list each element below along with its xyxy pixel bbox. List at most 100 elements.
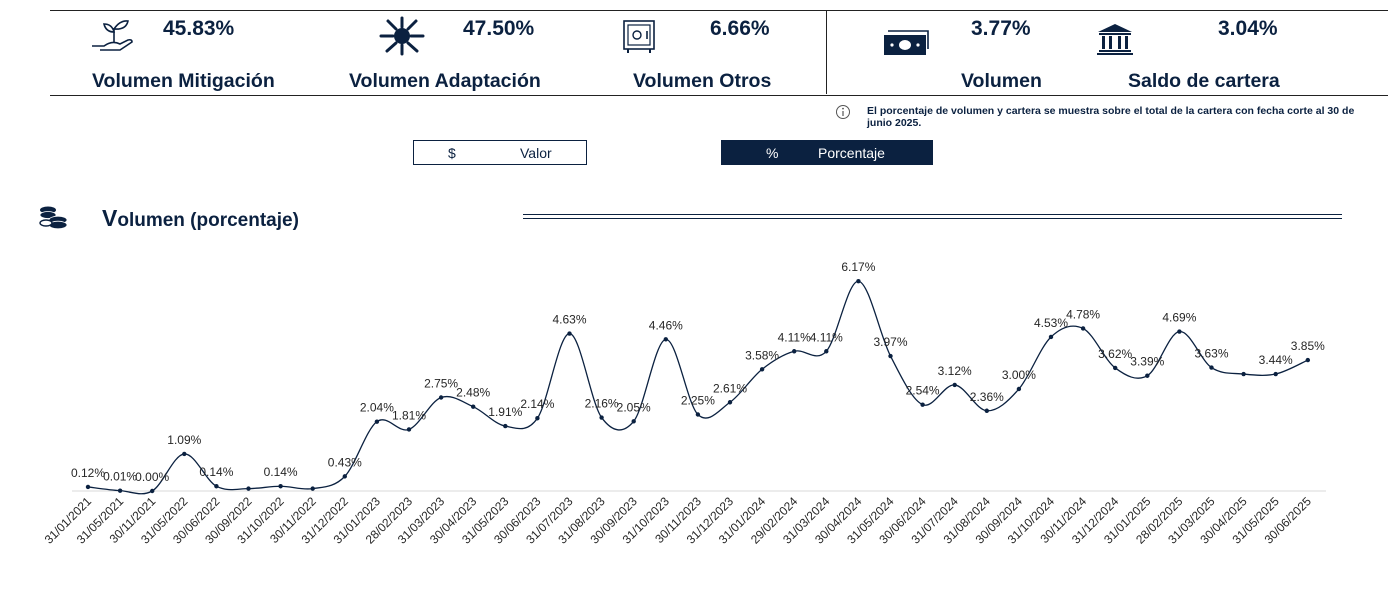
data-point [695, 412, 701, 417]
kpi-divider [826, 10, 827, 94]
data-label: 3.39% [1130, 355, 1164, 369]
data-label: 4.11% [810, 330, 843, 344]
data-point [150, 488, 155, 494]
data-point [888, 353, 893, 359]
data-label: 2.36% [970, 390, 1004, 404]
section-rule [523, 214, 1342, 219]
data-point [1048, 334, 1054, 340]
data-point [1113, 365, 1118, 371]
data-point [1209, 365, 1214, 370]
data-label: 2.54% [906, 384, 940, 398]
data-label: 0.12% [71, 466, 105, 480]
data-point [1016, 386, 1022, 392]
plant-hand-icon [92, 20, 133, 51]
data-label: 3.12% [938, 364, 972, 378]
data-label: 0.14% [199, 465, 233, 479]
data-point [117, 488, 123, 493]
data-label: 1.91% [488, 405, 522, 419]
safe-icon [623, 20, 655, 53]
data-label: 4.69% [1162, 311, 1196, 325]
data-label: 6.17% [841, 260, 875, 274]
data-point [85, 484, 91, 490]
valor-toggle-button[interactable]: $ Valor [413, 140, 587, 165]
porcentaje-toggle-button[interactable]: % Porcentaje [721, 140, 933, 165]
data-label: 2.61% [713, 381, 747, 395]
data-label: 3.97% [873, 335, 907, 349]
banknote-icon [884, 30, 929, 55]
data-point [1177, 329, 1182, 334]
data-label: 0.00% [135, 470, 169, 484]
data-label: 3.63% [1194, 347, 1228, 361]
kpi-mitigacion-label: Volumen Mitigación [92, 70, 275, 92]
data-label: 3.62% [1098, 347, 1132, 361]
data-label: 0.01% [103, 470, 137, 484]
data-label: 2.04% [360, 401, 394, 415]
data-point [438, 395, 444, 400]
data-label: 2.05% [617, 400, 651, 414]
data-point [567, 331, 572, 336]
data-point [535, 416, 540, 421]
valor-label: Valor [520, 144, 552, 161]
data-label: 4.78% [1066, 307, 1100, 321]
data-point [1273, 371, 1278, 377]
data-label: 4.63% [552, 313, 586, 327]
kpi-saldo-label: Saldo de cartera [1128, 70, 1280, 92]
data-point [214, 484, 219, 489]
data-label: 1.09% [167, 433, 201, 447]
data-point [246, 486, 251, 491]
data-point [278, 484, 283, 489]
info-icon [836, 105, 850, 119]
kpi-otros-value: 6.66% [710, 17, 770, 40]
kpi-volumen-value: 3.77% [971, 17, 1031, 40]
data-point [952, 382, 957, 388]
data-point [631, 419, 636, 424]
data-point [406, 427, 412, 432]
data-label: 2.16% [585, 397, 619, 411]
kpi-mitigacion-value: 45.83% [163, 17, 235, 40]
data-point [471, 404, 476, 409]
data-label: 3.44% [1259, 353, 1293, 367]
data-label: 4.11% [778, 330, 811, 344]
porcentaje-symbol: % [766, 144, 779, 161]
data-label: 0.43% [328, 455, 362, 469]
kpi-bar [50, 10, 1388, 96]
data-point [1305, 357, 1311, 363]
data-point [503, 423, 508, 429]
kpi-volumen-label: Volumen [961, 70, 1042, 92]
series-line-volumen [87, 280, 1309, 495]
data-point [1145, 373, 1150, 378]
data-point [984, 408, 989, 413]
data-point [342, 474, 347, 479]
data-point [856, 279, 861, 284]
data-label: 3.58% [745, 348, 779, 362]
data-point [182, 451, 187, 457]
data-point [727, 400, 733, 405]
data-label: 2.14% [520, 397, 554, 411]
data-label: 3.85% [1291, 339, 1325, 353]
data-label: 0.14% [264, 465, 298, 479]
data-point [792, 349, 797, 354]
kpi-otros-label: Volumen Otros [633, 70, 772, 92]
data-point [663, 337, 668, 342]
data-point [374, 419, 380, 424]
hands-circle-icon [379, 16, 425, 56]
data-label: 4.46% [649, 318, 683, 332]
data-point [920, 402, 925, 407]
data-point [1241, 371, 1246, 377]
data-label: 4.53% [1034, 316, 1068, 330]
data-point [1080, 326, 1086, 331]
kpi-adaptacion-label: Volumen Adaptación [349, 70, 541, 92]
data-point [310, 486, 315, 491]
data-label: 2.75% [424, 377, 458, 391]
bank-icon [1097, 24, 1133, 55]
info-note: El porcentaje de volumen y cartera se mu… [867, 105, 1355, 129]
section-title-initial: V [102, 205, 118, 231]
porcentaje-label: Porcentaje [818, 144, 885, 161]
data-point [599, 415, 604, 420]
data-label: 2.48% [456, 386, 490, 400]
kpi-saldo-value: 3.04% [1218, 17, 1278, 40]
kpi-adaptacion-value: 47.50% [463, 17, 535, 40]
section-title-rest: olumen (porcentaje) [117, 210, 299, 231]
section-title: Volumen (porcentaje) [102, 205, 299, 232]
